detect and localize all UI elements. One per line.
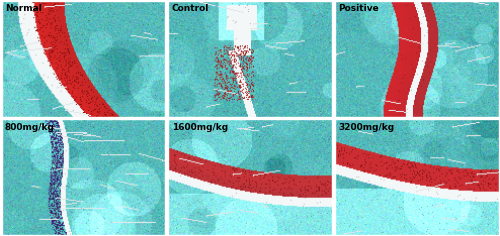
Text: Positive: Positive — [338, 4, 379, 13]
Text: 3200mg/kg: 3200mg/kg — [338, 123, 394, 132]
Text: Normal: Normal — [5, 4, 42, 13]
Text: Control: Control — [172, 4, 209, 13]
Text: 1600mg/kg: 1600mg/kg — [172, 123, 228, 132]
Text: 800mg/kg: 800mg/kg — [5, 123, 54, 132]
